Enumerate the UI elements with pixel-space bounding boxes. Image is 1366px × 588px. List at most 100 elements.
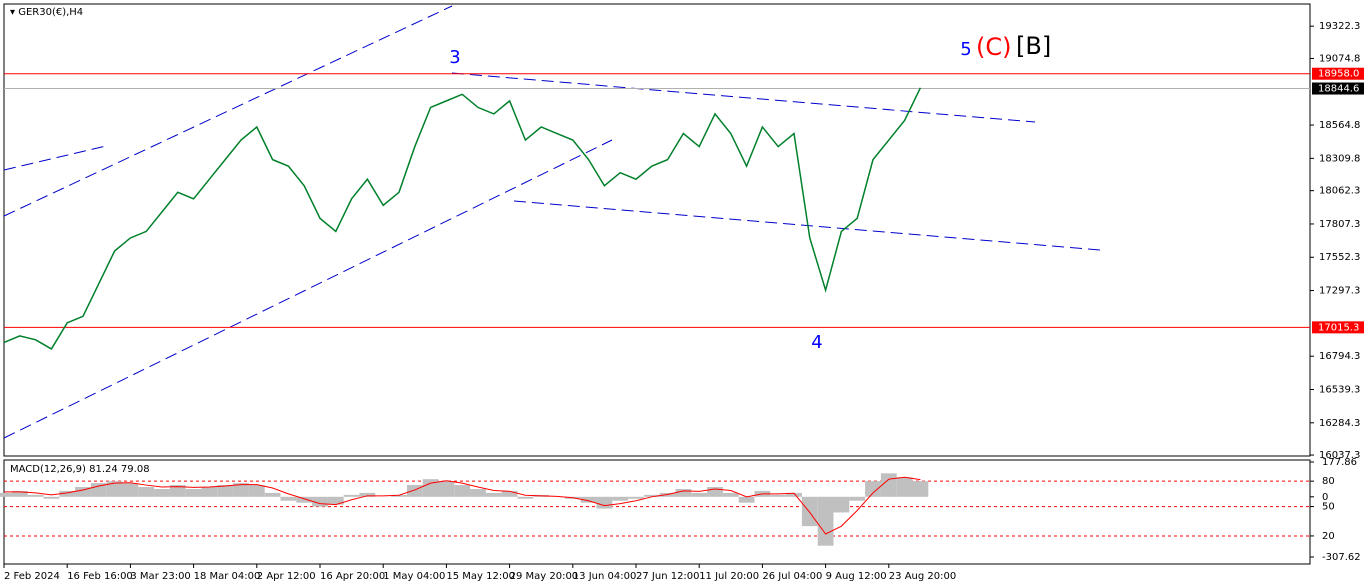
histogram-bar	[327, 496, 344, 505]
y-tick-label: 19074.8	[1319, 53, 1360, 64]
x-tick-label: 2 Apr 12:00	[257, 571, 316, 582]
x-tick-label: 23 Aug 20:00	[889, 571, 956, 582]
histogram-bar	[296, 496, 313, 503]
histogram-bar	[0, 492, 12, 497]
y-tick-label: 16539.3	[1319, 385, 1360, 396]
wave-label: 3	[449, 47, 460, 68]
price-line	[3, 87, 922, 350]
price-box-label: 18958.0	[1318, 69, 1359, 80]
histogram-bar	[580, 496, 597, 503]
histogram-bar	[138, 487, 155, 497]
histogram-bar	[406, 485, 423, 497]
histogram-bar	[359, 492, 376, 497]
x-tick-label: 11 Jul 20:00	[699, 571, 759, 582]
histogram-bar	[217, 485, 234, 497]
histogram-bar	[201, 487, 218, 497]
histogram-bar	[817, 496, 834, 546]
histogram-bar	[11, 490, 28, 497]
trendline	[513, 200, 1101, 251]
histogram-bar	[912, 481, 929, 497]
y-tick-label: 18062.3	[1319, 186, 1360, 197]
y-tick-label: 17552.3	[1319, 252, 1360, 263]
y-tick-label: 80	[1322, 476, 1335, 487]
x-tick-label: 2 Feb 2024	[4, 571, 60, 582]
histogram-bar	[849, 496, 866, 501]
histogram-bar	[43, 496, 60, 499]
histogram-bar	[106, 481, 123, 497]
histogram-bar	[470, 488, 486, 497]
x-tick-label: 27 Jun 12:00	[636, 571, 700, 582]
price-box	[1312, 67, 1364, 80]
price-box	[1312, 321, 1364, 334]
chart-title: ▾ GER30(€),H4	[10, 7, 83, 18]
trendline	[3, 5, 453, 217]
histogram-bar	[454, 485, 471, 497]
histogram-bar	[643, 494, 660, 497]
histogram-bar	[770, 494, 787, 497]
y-tick-label: 16794.3	[1319, 351, 1360, 362]
x-tick-label: 26 Jul 04:00	[762, 571, 822, 582]
histogram-bar	[438, 481, 455, 497]
y-tick-label: 18309.8	[1319, 153, 1360, 164]
histogram-bar	[896, 477, 913, 497]
wave-label: 5	[960, 39, 971, 60]
y-tick-label: 19322.3	[1319, 21, 1360, 32]
y-tick-label: 17807.3	[1319, 219, 1360, 230]
wave-label: (C)	[976, 33, 1011, 61]
macd-title: MACD(12,26,9) 81.24 79.08	[10, 464, 150, 475]
x-tick-label: 9 Aug 12:00	[826, 571, 887, 582]
x-tick-label: 18 Mar 04:00	[194, 571, 261, 582]
histogram-bar	[27, 494, 44, 497]
histogram-bar	[485, 492, 502, 497]
x-tick-label: 1 May 04:00	[383, 571, 445, 582]
y-tick-label: 20	[1322, 531, 1335, 542]
histogram-bar	[154, 488, 170, 497]
price-box-label: 17015.3	[1318, 322, 1359, 333]
x-tick-label: 3 Mar 23:00	[130, 571, 190, 582]
y-tick-label: 17297.3	[1319, 286, 1360, 297]
histogram-bar	[801, 496, 818, 527]
histogram-bar	[501, 490, 518, 497]
trendline	[3, 139, 613, 439]
histogram-bar	[596, 496, 613, 509]
histogram-bar	[786, 492, 802, 497]
y-tick-label: 50	[1322, 502, 1335, 513]
x-tick-label: 15 May 12:00	[446, 571, 515, 582]
y-tick-label: 18564.8	[1319, 120, 1360, 131]
histogram-bar	[707, 487, 723, 497]
price-box-label: 18844.6	[1318, 84, 1359, 95]
histogram-bar	[865, 481, 881, 497]
y-tick-label: 177.86	[1322, 457, 1357, 468]
histogram-bar	[391, 494, 407, 497]
signal-line	[4, 476, 921, 535]
price-box	[1312, 82, 1364, 95]
trendlines	[3, 5, 1101, 439]
histogram-bar	[185, 488, 202, 497]
histogram-bar	[691, 492, 708, 497]
histogram-bar	[248, 485, 265, 497]
histogram-bar	[738, 496, 755, 503]
wave-label: [B]	[1016, 32, 1051, 60]
y-tick-label: -307.62	[1322, 552, 1361, 563]
x-tick-label: 16 Apr 20:00	[320, 571, 385, 582]
x-tick-label: 29 May 20:00	[510, 571, 579, 582]
histogram-bar	[343, 494, 360, 497]
histogram-bar	[833, 496, 850, 513]
trendline	[451, 72, 1036, 123]
x-tick-label: 16 Feb 16:00	[67, 571, 133, 582]
macd-pane	[3, 459, 1311, 565]
histogram-bar	[722, 492, 739, 497]
y-tick-label: 16037.3	[1319, 450, 1360, 461]
histogram-bar	[59, 490, 76, 497]
histogram-bar	[517, 496, 534, 499]
histogram-bar	[422, 479, 439, 497]
histogram-bar	[169, 485, 186, 497]
wave-label: 4	[811, 332, 822, 353]
histogram-bar	[628, 496, 644, 499]
histogram-bar	[880, 473, 897, 497]
x-tick-label: 13 Jun 04:00	[573, 571, 637, 582]
y-tick-label: 0	[1322, 492, 1328, 503]
y-tick-label: 16284.3	[1319, 418, 1360, 429]
histogram-bar	[312, 496, 328, 507]
